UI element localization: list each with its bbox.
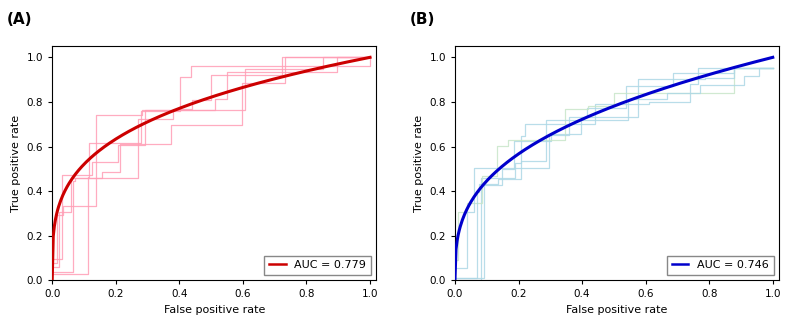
X-axis label: False positive rate: False positive rate — [566, 305, 668, 315]
Y-axis label: True positive rate: True positive rate — [414, 115, 424, 212]
Legend: AUC = 0.779: AUC = 0.779 — [265, 256, 371, 275]
Text: (B): (B) — [409, 12, 435, 27]
X-axis label: False positive rate: False positive rate — [163, 305, 265, 315]
Y-axis label: True positive rate: True positive rate — [11, 115, 21, 212]
Legend: AUC = 0.746: AUC = 0.746 — [668, 256, 773, 275]
Text: (A): (A) — [7, 12, 33, 27]
